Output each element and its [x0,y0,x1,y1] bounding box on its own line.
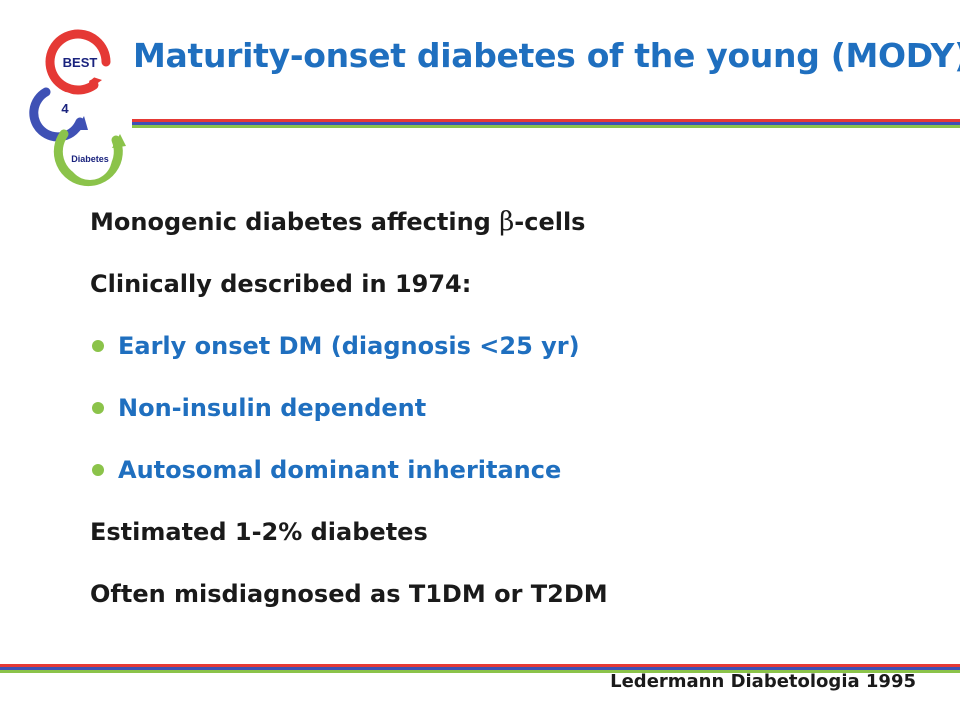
bottom-divider [0,664,960,673]
citation: Ledermann Diabetologia 1995 [610,671,916,692]
logo-word-best: BEST [63,55,98,70]
logo-red-arrow [45,29,111,95]
logo-blue-arrow [29,87,85,142]
stripe-red [0,664,960,667]
stripe-blue [0,667,960,670]
top-divider [132,119,960,128]
beta-symbol: β [499,207,515,237]
logo-blue-center [48,92,80,124]
stripe-blue [132,122,960,125]
line-text: Often misdiagnosed as T1DM or T2DM [90,580,608,608]
bullet-text: Non-insulin dependent [118,394,427,422]
logo-blue-arrowhead [76,116,88,130]
logo-green-center [68,136,112,180]
line-text: Clinically described in 1974: [90,270,472,298]
content-line: Often misdiagnosed as T1DM or T2DM [90,568,930,630]
line-text: Monogenic diabetes affecting [90,208,500,236]
bullet-dot-icon [92,340,104,352]
logo-red-center [59,41,101,83]
slide-content: Monogenic diabetes affecting β-cells Cli… [90,196,930,630]
stripe-green [0,670,960,673]
stripe-green [132,125,960,128]
content-line: Monogenic diabetes affecting β-cells [90,196,930,258]
logo-word-four: 4 [61,101,69,116]
logo-green-arrowhead [112,134,126,148]
bullet-text: Autosomal dominant inheritance [118,456,562,484]
bullet-item: Early onset DM (diagnosis <25 yr) [90,320,930,382]
line-suffix: -cells [514,208,586,236]
content-line: Estimated 1-2% diabetes [90,506,930,568]
best4diabetes-logo: BEST 4 Diabetes [28,22,134,192]
logo-graphic: BEST 4 Diabetes [29,29,126,187]
bullet-dot-icon [92,402,104,414]
page-title: Maturity-onset diabetes of the young (MO… [133,36,960,75]
stripe-red [132,119,960,122]
bullet-item: Non-insulin dependent [90,382,930,444]
logo-word-diabetes: Diabetes [71,154,109,164]
content-line: Clinically described in 1974: [90,258,930,320]
logo-green-arrow [53,129,123,187]
bullet-text: Early onset DM (diagnosis <25 yr) [118,332,580,360]
line-text: Estimated 1-2% diabetes [90,518,428,546]
bullet-dot-icon [92,464,104,476]
bullet-item: Autosomal dominant inheritance [90,444,930,506]
